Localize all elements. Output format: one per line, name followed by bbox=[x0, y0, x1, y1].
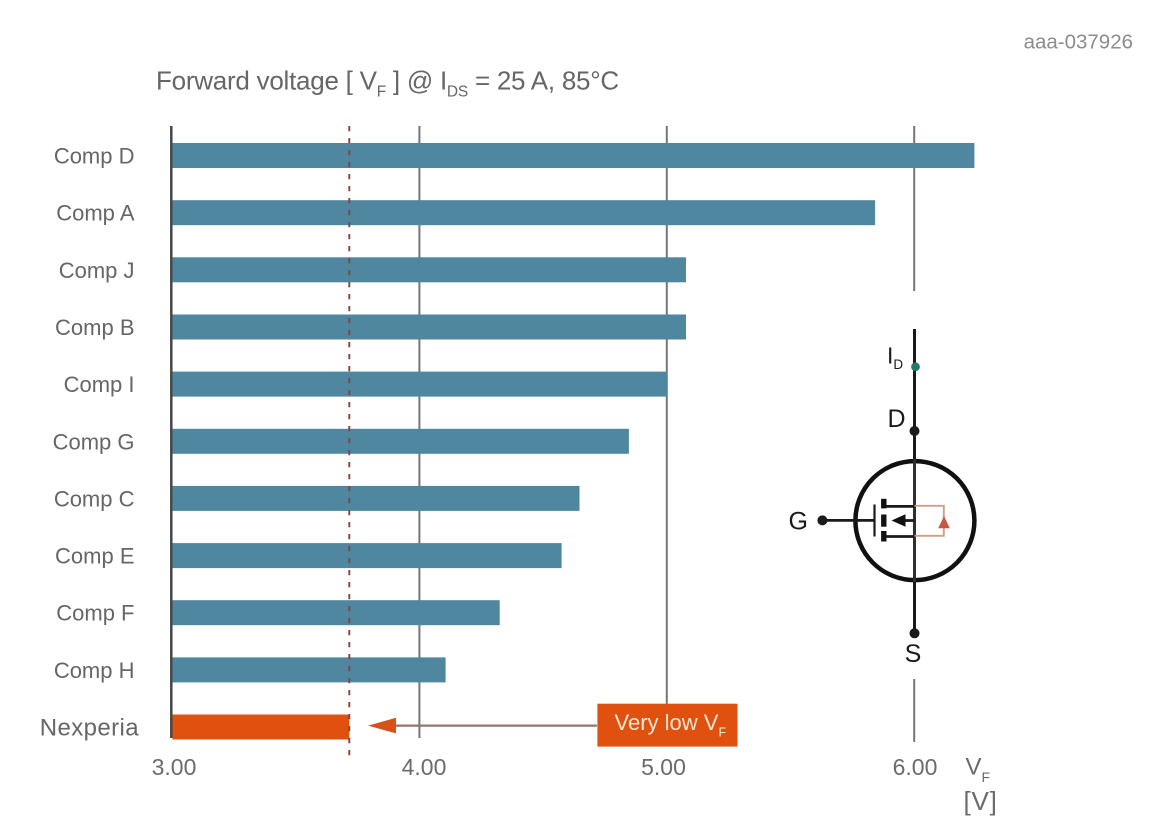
svg-text:Forward voltage [ VF ] @ IDS =: Forward voltage [ VF ] @ IDS = 25 A, 85°… bbox=[156, 66, 619, 101]
svg-text:Comp F: Comp F bbox=[56, 601, 134, 626]
svg-text:Comp G: Comp G bbox=[53, 429, 135, 454]
svg-text:aaa-037926: aaa-037926 bbox=[1024, 31, 1133, 54]
svg-text:Comp E: Comp E bbox=[55, 544, 134, 569]
svg-text:4.00: 4.00 bbox=[402, 754, 447, 780]
svg-text:Nexperia: Nexperia bbox=[40, 714, 139, 741]
svg-text:Very low VF: Very low VF bbox=[615, 710, 727, 740]
svg-text:Comp B: Comp B bbox=[55, 315, 134, 340]
svg-text:Comp H: Comp H bbox=[54, 658, 135, 683]
svg-text:VF: VF bbox=[966, 754, 991, 786]
svg-text:S: S bbox=[905, 640, 922, 668]
svg-text:G: G bbox=[789, 508, 808, 536]
svg-text:D: D bbox=[887, 405, 905, 433]
svg-text:5.00: 5.00 bbox=[641, 754, 686, 780]
svg-text:Comp D: Comp D bbox=[54, 144, 135, 169]
svg-text:3.00: 3.00 bbox=[152, 754, 197, 780]
svg-text:[V]: [V] bbox=[964, 786, 998, 816]
svg-text:Comp C: Comp C bbox=[54, 486, 135, 511]
svg-text:Comp I: Comp I bbox=[64, 372, 135, 397]
svg-text:6.00: 6.00 bbox=[893, 754, 938, 780]
svg-text:Comp J: Comp J bbox=[59, 258, 135, 283]
svg-text:Comp A: Comp A bbox=[56, 201, 135, 226]
